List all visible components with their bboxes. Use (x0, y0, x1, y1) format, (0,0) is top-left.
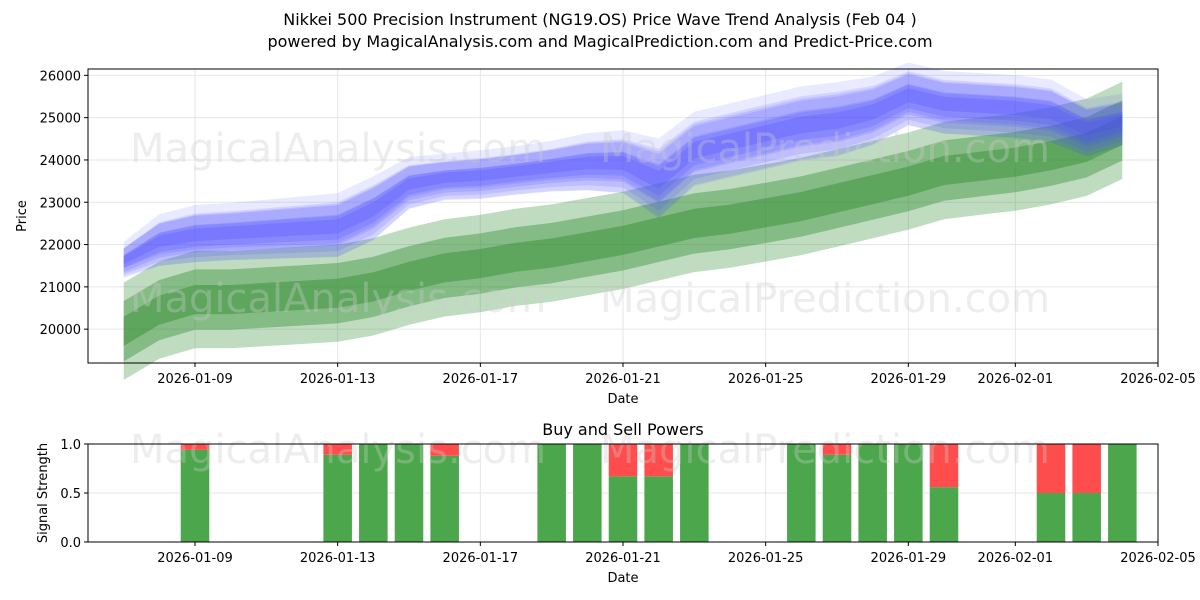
buy-power-bar (537, 444, 566, 542)
price-x-tick-label: 2026-01-21 (585, 372, 661, 387)
sell-power-bar (929, 444, 959, 488)
watermark-text: MagicalPrediction.com (600, 427, 1050, 473)
buy-power-bar (787, 444, 816, 542)
price-x-tick-label: 2026-02-01 (978, 372, 1054, 387)
signal-x-tick-label: 2026-01-09 (157, 551, 233, 566)
buy-power-bar (180, 449, 210, 542)
buy-power-bar (929, 487, 959, 542)
buy-power-bar (680, 444, 709, 542)
price-band-blue (123, 62, 1123, 277)
price-x-tick-label: 2026-01-09 (157, 372, 233, 387)
price-band-blue (123, 83, 1123, 273)
sell-power-bar (644, 444, 673, 477)
watermark-text: MagicalPrediction.com (600, 276, 1050, 322)
sell-power-bar (430, 444, 459, 456)
buy-power-bar (573, 444, 602, 542)
buy-power-bar (394, 444, 424, 542)
signal-x-tick-label: 2026-01-25 (728, 551, 804, 566)
signal-y-tick-label: 0.0 (60, 536, 81, 551)
signal-x-tick-label: 2026-01-21 (585, 551, 661, 566)
watermark-text: MagicalAnalysis.com (130, 276, 546, 322)
buy-power-bar (894, 444, 923, 542)
price-y-tick-label: 24000 (40, 154, 81, 169)
price-x-tick-label: 2026-02-05 (1120, 372, 1196, 387)
buy-power-bar (644, 476, 673, 542)
sell-power-bar (1036, 444, 1066, 493)
watermark-layer: MagicalAnalysis.com MagicalPrediction.co… (130, 126, 1050, 473)
price-band-blue (123, 88, 1123, 264)
signal-x-tick-label: 2026-01-29 (871, 551, 947, 566)
price-x-tick-label: 2026-01-13 (300, 372, 376, 387)
price-y-tick-label: 20000 (40, 323, 81, 338)
signal-x-tick-label: 2026-01-13 (300, 551, 376, 566)
watermark-text: MagicalAnalysis.com (130, 126, 546, 172)
sell-power-bar (608, 444, 638, 477)
sell-power-bar (1072, 444, 1101, 493)
price-chart-xlabel: Date (607, 392, 638, 407)
signal-x-tick-label: 2026-01-17 (443, 551, 519, 566)
signal-chart-xlabel: Date (607, 571, 638, 586)
price-chart-ylabel: Price (15, 200, 30, 232)
signal-chart-title: Buy and Sell Powers (542, 420, 704, 439)
price-y-tick-label: 21000 (40, 281, 81, 296)
sell-power-bar (323, 444, 352, 455)
watermark-text: MagicalPrediction.com (600, 126, 1050, 172)
chart-title-line-1: Nikkei 500 Precision Instrument (NG19.OS… (283, 10, 917, 29)
price-x-tick-label: 2026-01-29 (871, 372, 947, 387)
price-y-tick-label: 23000 (40, 196, 81, 211)
price-x-tick-label: 2026-01-17 (443, 372, 519, 387)
trend-band-green (123, 115, 1123, 346)
price-band-blue (123, 71, 1123, 278)
trend-band-green (123, 100, 1123, 362)
price-band-blue (123, 73, 1123, 275)
chart-title-line-2: powered by MagicalAnalysis.com and Magic… (267, 32, 933, 51)
signal-x-tick-label: 2026-02-01 (978, 551, 1054, 566)
sell-power-bar (180, 444, 210, 450)
buy-power-bar (430, 455, 459, 542)
buy-power-bar (1036, 493, 1066, 542)
price-y-tick-label: 25000 (40, 112, 81, 127)
price-band-blue (123, 84, 1123, 268)
price-chart-bands (123, 62, 1123, 380)
sell-power-bar (822, 444, 852, 455)
buy-power-bar (359, 444, 388, 542)
buy-power-bar (1072, 493, 1101, 542)
price-x-tick-label: 2026-01-25 (728, 372, 804, 387)
buy-power-bar (858, 444, 887, 542)
signal-chart-axes: Buy and Sell Powers Date Signal Strength… (36, 420, 1196, 586)
buy-power-bar (608, 476, 638, 542)
signal-y-tick-label: 0.5 (60, 487, 81, 502)
signal-chart-bars (180, 444, 1137, 542)
price-y-tick-label: 26000 (40, 69, 81, 84)
price-y-tick-label: 22000 (40, 239, 81, 254)
signal-y-tick-label: 1.0 (60, 438, 81, 453)
signal-chart-ylabel: Signal Strength (36, 443, 51, 543)
buy-power-bar (323, 454, 352, 542)
buy-power-bar (1108, 444, 1137, 542)
price-band-blue (123, 74, 1123, 269)
signal-x-tick-label: 2026-02-05 (1120, 551, 1196, 566)
trend-band-green (123, 81, 1123, 380)
buy-power-bar (822, 454, 852, 542)
watermark-text: MagicalAnalysis.com (130, 427, 546, 473)
price-chart-axes: Date Price 2026-01-09 2026-01-13 2026-01-1… (15, 68, 1196, 407)
